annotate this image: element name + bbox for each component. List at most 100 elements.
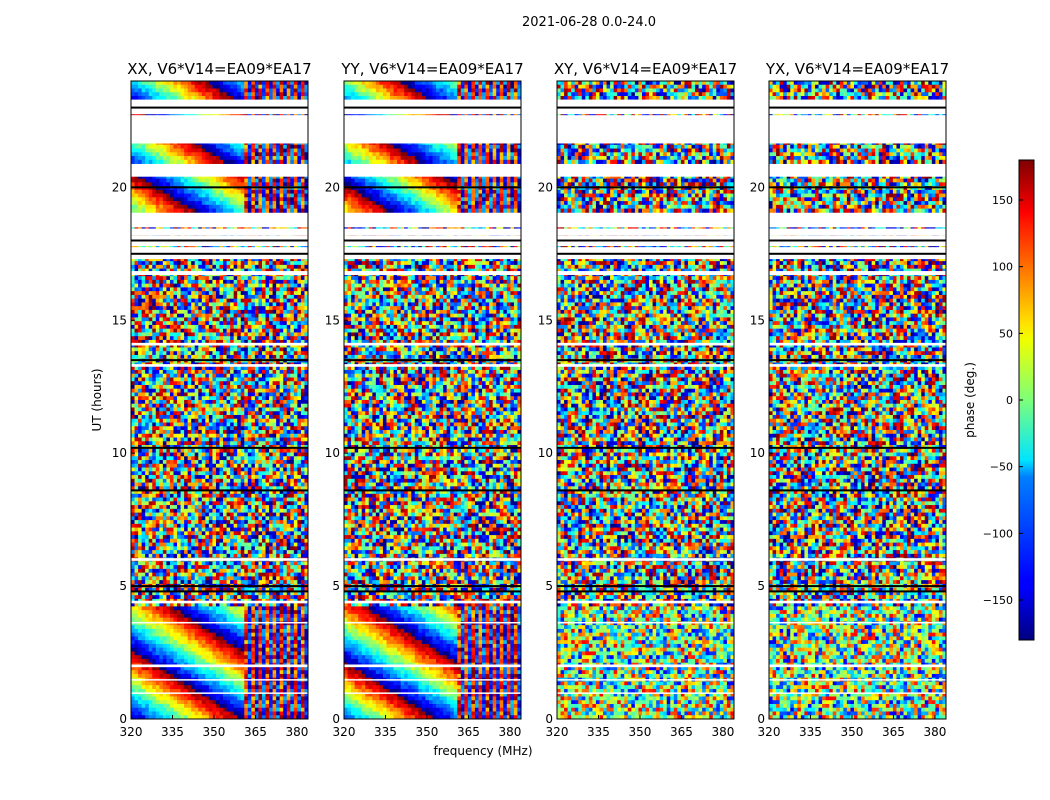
heatmap-cell	[240, 430, 245, 435]
heatmap-cell	[166, 501, 171, 506]
heatmap-cell	[283, 448, 288, 453]
heatmap-cell	[297, 437, 302, 442]
heatmap-cell	[276, 377, 281, 382]
heatmap-cell	[297, 148, 302, 153]
heatmap-cell	[198, 381, 203, 386]
heatmap-cell	[219, 178, 224, 183]
heatmap-cell	[148, 467, 153, 472]
heatmap-cell	[155, 381, 160, 386]
heatmap-cell	[162, 189, 167, 194]
heatmap-cell	[272, 437, 277, 442]
heatmap-cell	[205, 268, 210, 273]
heatmap-cell	[283, 463, 288, 468]
heatmap-cell	[162, 426, 167, 431]
heatmap-cell	[201, 392, 206, 397]
heatmap-cell	[198, 505, 203, 510]
heatmap-cell	[212, 426, 217, 431]
heatmap-cell	[131, 471, 135, 476]
heatmap-cell	[251, 152, 256, 157]
heatmap-cell	[276, 467, 281, 472]
heatmap-cell	[251, 88, 256, 93]
heatmap-cell	[184, 276, 189, 281]
heatmap-cell	[152, 497, 157, 502]
heatmap-cell	[219, 501, 224, 506]
heatmap-cell	[141, 81, 146, 86]
heatmap-cell	[177, 415, 181, 420]
heatmap-cell	[169, 467, 174, 472]
heatmap-cell	[194, 257, 199, 262]
heatmap-cell	[148, 328, 153, 333]
heatmap-cell	[131, 460, 135, 465]
heatmap-cell	[184, 257, 189, 262]
heatmap-cell	[230, 351, 235, 356]
heatmap-cell	[169, 400, 174, 405]
heatmap-cell	[286, 298, 291, 303]
heatmap-cell	[201, 174, 206, 179]
heatmap-cell	[208, 317, 213, 322]
heatmap-cell	[261, 306, 266, 311]
heatmap-cell	[230, 317, 235, 322]
heatmap-cell	[244, 328, 249, 333]
heatmap-cell	[219, 400, 224, 405]
heatmap-cell	[152, 174, 157, 179]
heatmap-cell	[244, 415, 249, 420]
heatmap-cell	[240, 336, 245, 341]
heatmap-cell	[145, 321, 150, 326]
heatmap-cell	[152, 366, 157, 371]
heatmap-cell	[293, 373, 298, 378]
heatmap-cell	[272, 490, 277, 495]
heatmap-cell	[283, 328, 288, 333]
heatmap-cell	[184, 369, 189, 375]
heatmap-cell	[240, 388, 245, 393]
heatmap-cell	[269, 208, 273, 213]
heatmap-cell	[134, 392, 139, 397]
heatmap-cell	[279, 92, 284, 97]
heatmap-cell	[265, 448, 270, 453]
heatmap-cell	[141, 486, 146, 491]
heatmap-cell	[272, 508, 277, 513]
heatmap-cell	[159, 204, 164, 209]
heatmap-cell	[276, 268, 281, 273]
heatmap-cell	[166, 88, 171, 93]
heatmap-cell	[191, 381, 196, 386]
heatmap-cell	[138, 400, 143, 405]
heatmap-cell	[208, 204, 213, 209]
heatmap-cell	[215, 92, 220, 97]
heatmap-cell	[177, 156, 181, 161]
heatmap-cell	[131, 452, 135, 457]
heatmap-cell	[134, 182, 139, 187]
heatmap-cell	[169, 204, 174, 209]
heatmap-cell	[219, 490, 224, 495]
heatmap-cell	[283, 208, 288, 213]
heatmap-cell	[173, 92, 178, 97]
heatmap-cell	[247, 257, 252, 262]
heatmap-cell	[304, 377, 309, 382]
heatmap-cell	[230, 279, 235, 285]
heatmap-cell	[240, 261, 245, 266]
heatmap-cell	[237, 501, 242, 506]
heatmap-cell	[290, 88, 295, 93]
heatmap-cell	[159, 493, 164, 498]
heatmap-cell	[244, 369, 249, 375]
heatmap-cell	[208, 268, 213, 273]
heatmap-cell	[237, 178, 242, 183]
heatmap-cell	[208, 497, 213, 502]
heatmap-cell	[208, 156, 213, 161]
heatmap-cell	[240, 377, 245, 382]
heatmap-cell	[131, 313, 135, 318]
heatmap-cell	[205, 478, 210, 483]
heatmap-cell	[208, 261, 213, 266]
heatmap-cell	[297, 497, 302, 502]
heatmap-cell	[212, 482, 217, 487]
heatmap-cell	[148, 475, 153, 480]
heatmap-cell	[166, 257, 171, 262]
heatmap-cell	[219, 369, 224, 375]
heatmap-cell	[212, 347, 217, 352]
heatmap-cell	[191, 456, 196, 461]
heatmap-cell	[223, 343, 227, 348]
heatmap-cell	[208, 309, 213, 315]
heatmap-cell	[247, 403, 252, 408]
heatmap-cell	[134, 486, 139, 491]
heatmap-cell	[187, 400, 192, 405]
heatmap-cell	[141, 159, 146, 164]
